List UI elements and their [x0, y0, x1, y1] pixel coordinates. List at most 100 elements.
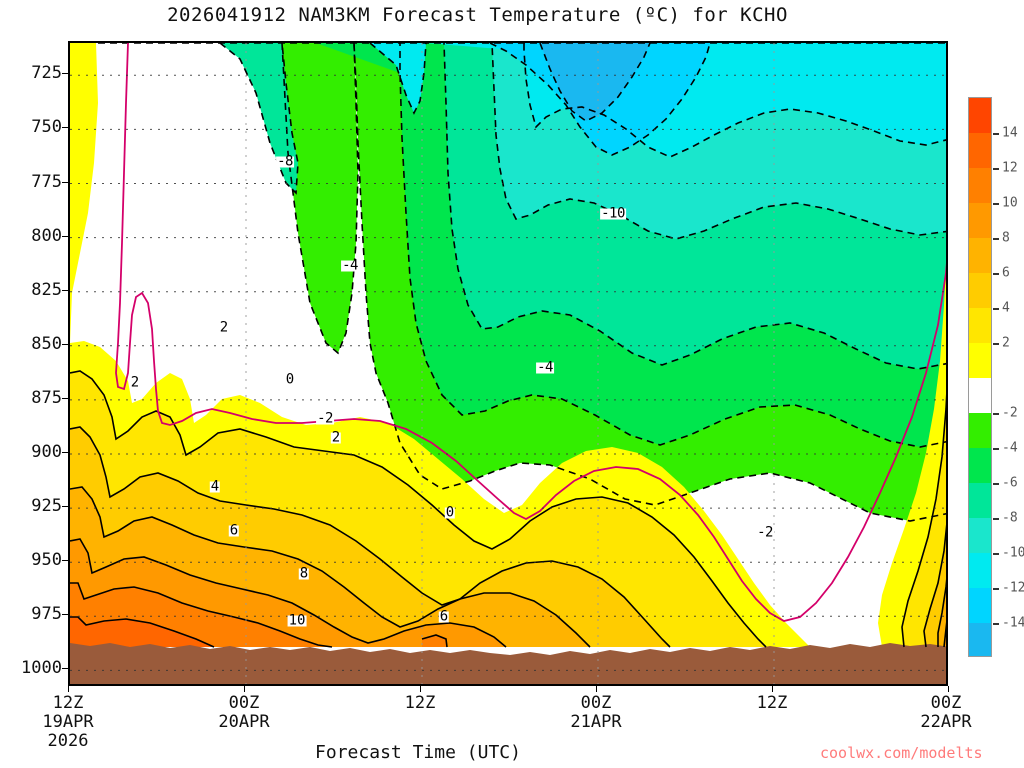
y-tick-label: 1000	[21, 658, 62, 679]
colorbar-band	[969, 518, 991, 553]
colorbar-label: 2	[1002, 335, 1010, 351]
y-axis: 725 750 775 800 825 850 875 900 925 950 …	[0, 41, 68, 686]
colorbar-tick	[993, 588, 999, 590]
colorbar-label: 4	[1002, 300, 1010, 316]
colorbar-label: 10	[1002, 195, 1018, 211]
y-tick-label: 775	[31, 171, 62, 192]
colorbar-label: -8	[1002, 510, 1018, 526]
colorbar-label: -4	[1002, 440, 1018, 456]
colorbar-label: -14	[1002, 615, 1024, 631]
contour-label: 0	[284, 371, 296, 388]
x-tick-group: 00Z 22APR	[920, 694, 971, 732]
x-tick-mark	[420, 686, 421, 692]
colorbar-tick	[993, 238, 999, 240]
plot-area: -8 -10 -4 -4 2 -2 -2 0 0 2 2 4 6 6 8 10	[68, 41, 948, 686]
colorbar-tick	[993, 518, 999, 520]
x-tick-time: 00Z	[580, 693, 612, 713]
x-tick-mark	[244, 686, 245, 692]
x-tick-mark	[596, 686, 597, 692]
colorbar-label: -10	[1002, 545, 1024, 561]
y-tick-label: 875	[31, 387, 62, 408]
contour-label: -4	[536, 359, 554, 376]
y-tick-label: 975	[31, 604, 62, 625]
colorbar-label: -6	[1002, 475, 1018, 491]
contour-label: 0	[444, 504, 456, 521]
x-tick-group: 00Z 21APR	[570, 694, 621, 732]
x-tick-date: 22APR	[920, 712, 972, 732]
y-tick-label: 950	[31, 550, 62, 571]
y-tick-mark	[62, 343, 68, 345]
colorbar-band	[969, 308, 991, 343]
y-tick-mark	[62, 73, 68, 75]
contour-label: -10	[600, 205, 626, 222]
contour-label: 8	[298, 565, 310, 582]
y-tick-label: 925	[31, 496, 62, 517]
contour-label: 6	[438, 608, 450, 625]
watermark: coolwx.com/modelts	[820, 744, 983, 762]
y-tick-label: 900	[31, 442, 62, 462]
x-tick-time: 00Z	[228, 693, 260, 713]
y-tick-mark	[62, 506, 68, 508]
colorbar-label: -2	[1002, 405, 1018, 421]
x-tick-time: 12Z	[52, 693, 84, 713]
x-tick-date: 19APR	[42, 712, 94, 732]
x-axis-title: Forecast Time (UTC)	[315, 742, 521, 763]
colorbar-tick	[993, 308, 999, 310]
colorbar-band	[969, 343, 991, 378]
y-tick-mark	[62, 235, 68, 237]
y-tick-label: 850	[31, 333, 62, 354]
colorbar-band	[969, 588, 991, 623]
x-tick-group: 00Z 20APR	[218, 694, 269, 732]
y-tick-mark	[62, 560, 68, 562]
contour-label: 2	[218, 319, 230, 336]
colorbar-tick	[993, 203, 999, 205]
colorbar-band	[969, 203, 991, 238]
y-tick-mark	[62, 452, 68, 453]
colorbar-tick	[993, 623, 999, 625]
y-tick-label: 825	[31, 279, 62, 300]
x-tick-time: 12Z	[404, 693, 436, 713]
colorbar-tick	[993, 448, 999, 450]
x-tick-date: 20APR	[218, 712, 270, 732]
y-tick-mark	[62, 397, 68, 399]
y-tick-label: 725	[31, 63, 62, 84]
contour-label: 2	[330, 429, 342, 446]
contour-label: 2	[129, 374, 141, 391]
colorbar-label: 14	[1002, 125, 1018, 141]
x-axis: 12Z 19APR 2026 00Z 20APR 12Z 00Z 21APR 1…	[42, 686, 972, 768]
colorbar-band	[969, 483, 991, 518]
colorbar-band	[969, 273, 991, 308]
x-tick-time: 12Z	[756, 693, 788, 713]
colorbar-label: -12	[1002, 580, 1024, 596]
x-tick-year: 2026	[47, 731, 89, 751]
page-title: 2026041912 NAM3KM Forecast Temperature (…	[167, 4, 788, 26]
colorbar-tick	[993, 413, 999, 415]
y-tick-mark	[62, 668, 68, 670]
y-tick-mark	[62, 289, 68, 291]
colorbar-tick	[993, 133, 999, 135]
contour-label: -2	[756, 524, 774, 541]
colorbar-label: 6	[1002, 265, 1010, 281]
colorbar-label: 8	[1002, 230, 1010, 246]
x-tick-group: 12Z	[405, 694, 436, 713]
contour-label: 6	[228, 522, 240, 539]
x-tick-group: 12Z	[757, 694, 788, 713]
y-tick-mark	[62, 127, 68, 129]
colorbar-tick	[993, 168, 999, 170]
x-tick-mark	[772, 686, 773, 692]
contour-label: -8	[276, 153, 294, 170]
colorbar-band	[969, 98, 991, 133]
colorbar-tick	[993, 343, 999, 345]
y-tick-mark	[62, 181, 68, 183]
colorbar-band	[969, 238, 991, 273]
colorbar-band	[969, 378, 991, 413]
x-tick-mark	[948, 686, 949, 692]
x-tick-group: 12Z 19APR 2026	[42, 694, 93, 751]
y-tick-label: 800	[31, 225, 62, 246]
colorbar-label: 12	[1002, 160, 1018, 176]
colorbar-band	[969, 413, 991, 448]
filled-contour-layer	[70, 43, 946, 684]
colorbar-band	[969, 168, 991, 203]
y-tick-label: 750	[31, 117, 62, 138]
